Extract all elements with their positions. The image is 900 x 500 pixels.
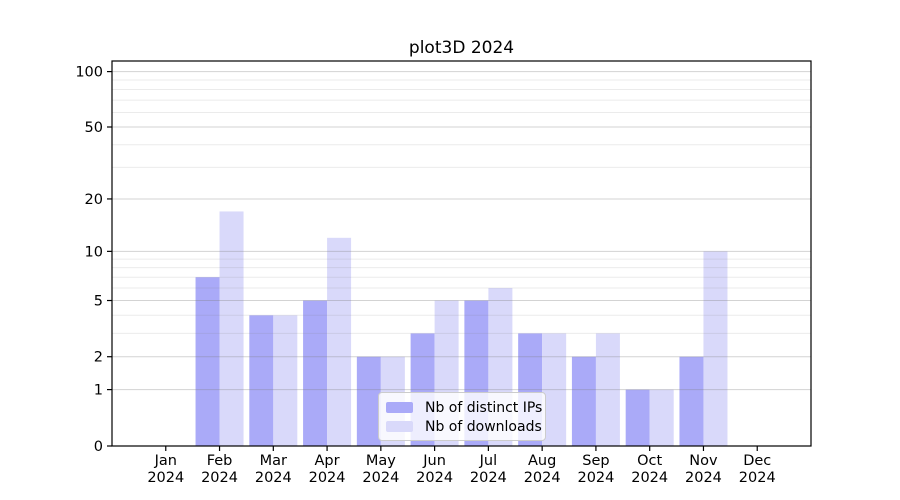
legend-label-distinct-ips: Nb of distinct IPs <box>425 399 543 416</box>
bar-distinct-ips-mar <box>249 315 274 446</box>
x-tick-label-year: 2024 <box>577 470 614 486</box>
x-tick-label-month: Nov <box>689 453 718 469</box>
bar-distinct-ips-apr <box>303 300 328 446</box>
x-tick-label-month: Oct <box>637 453 662 469</box>
x-tick-label-year: 2024 <box>201 470 238 486</box>
plot-border <box>111 60 812 447</box>
x-tick-label-month: Apr <box>315 453 340 469</box>
x-tick-label-year: 2024 <box>524 470 561 486</box>
x-tick-label-month: Feb <box>207 453 233 469</box>
x-tick-label-month: Jan <box>154 453 177 469</box>
legend-swatch-downloads-icon <box>386 421 413 432</box>
x-tick-label-month: Mar <box>260 453 287 469</box>
x-tick-label-year: 2024 <box>255 470 292 486</box>
legend: Nb of distinct IPs Nb of downloads <box>378 392 546 441</box>
y-tick-label: 0 <box>94 439 103 455</box>
x-tick-label-year: 2024 <box>685 470 722 486</box>
x-tick-label-year: 2024 <box>362 470 399 486</box>
bar-distinct-ips-may <box>356 356 381 446</box>
bar-downloads-apr <box>327 237 352 446</box>
x-tick-label-month: Aug <box>528 453 556 469</box>
x-tick-label-year: 2024 <box>470 470 507 486</box>
bar-downloads-nov <box>703 251 728 446</box>
y-tick-label: 2 <box>94 350 103 366</box>
bar-distinct-ips-sep <box>571 356 596 446</box>
x-tick-label-year: 2024 <box>631 470 668 486</box>
y-tick-label: 5 <box>94 294 103 310</box>
bar-distinct-ips-oct <box>625 389 650 446</box>
bar-distinct-ips-feb <box>195 277 220 446</box>
x-tick-label-year: 2024 <box>147 470 184 486</box>
legend-item-downloads: Nb of downloads <box>386 418 542 435</box>
bar-distinct-ips-nov <box>679 356 704 446</box>
bar-downloads-feb <box>219 211 244 446</box>
x-tick-label-year: 2024 <box>416 470 453 486</box>
x-tick-label-year: 2024 <box>309 470 346 486</box>
x-tick-label-year: 2024 <box>739 470 776 486</box>
bar-downloads-oct <box>649 389 674 446</box>
x-tick-label-month: Sep <box>582 453 609 469</box>
chart-title: plot3D 2024 <box>408 38 515 58</box>
legend-label-downloads: Nb of downloads <box>425 418 542 435</box>
legend-item-distinct-ips: Nb of distinct IPs <box>386 399 542 416</box>
x-tick-label-month: Jul <box>479 453 498 469</box>
bar-downloads-aug <box>542 333 567 446</box>
y-tick-label: 100 <box>75 65 103 81</box>
y-tick-label: 10 <box>85 244 103 260</box>
x-tick-label-month: May <box>366 453 396 469</box>
bar-downloads-sep <box>595 333 620 446</box>
legend-swatch-distinct-ips-icon <box>386 402 413 413</box>
y-tick-label: 1 <box>94 383 103 399</box>
bar-downloads-mar <box>273 315 298 446</box>
x-tick-label-month: Jun <box>422 453 446 469</box>
y-tick-label: 20 <box>85 192 103 208</box>
y-tick-label: 50 <box>85 120 103 136</box>
x-tick-label-month: Dec <box>743 453 771 469</box>
